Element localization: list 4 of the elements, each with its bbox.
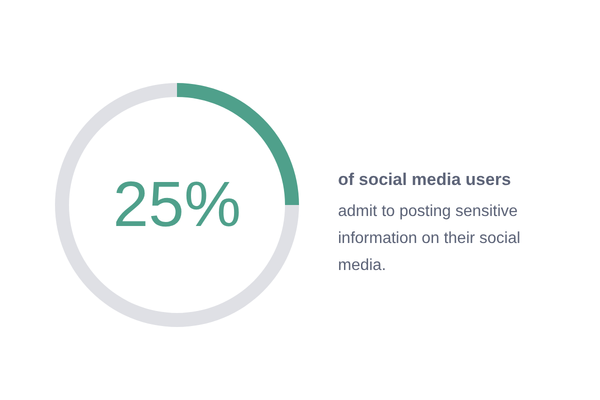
text: of social media users [338,170,511,189]
data-label: 25% [112,168,242,240]
donut-slice [55,83,299,327]
text: admit to posting sensitive information on their social media. [338,203,520,274]
